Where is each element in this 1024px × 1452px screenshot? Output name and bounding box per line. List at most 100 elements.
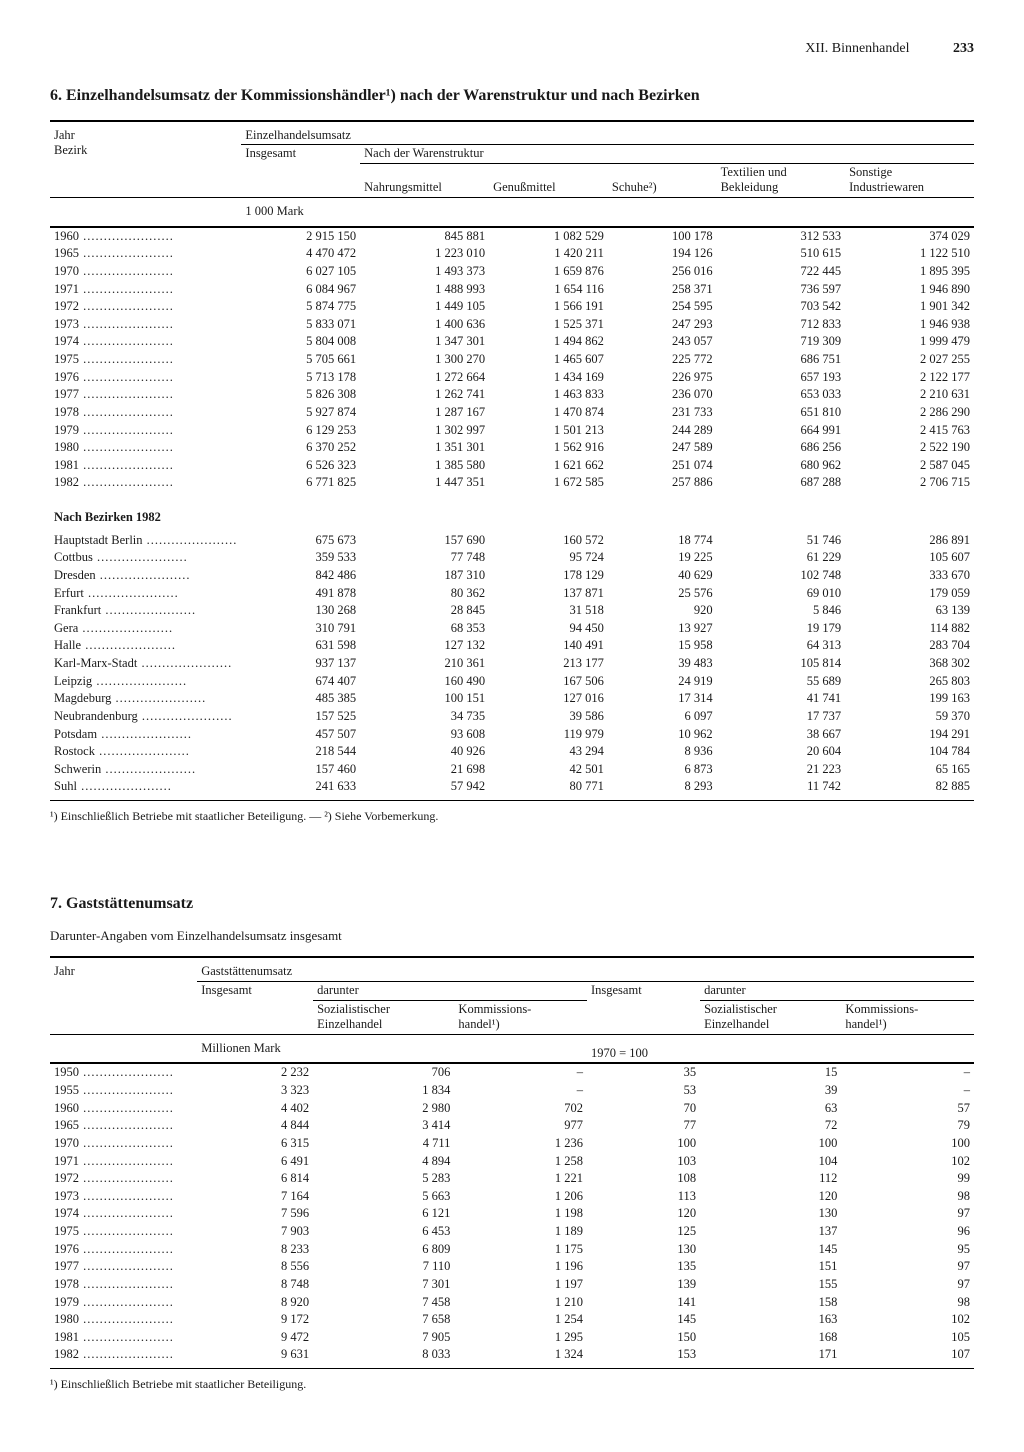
cell: 374 029 bbox=[845, 228, 974, 246]
cell: 5 283 bbox=[313, 1170, 454, 1188]
cell: 7 164 bbox=[197, 1188, 313, 1206]
cell: 51 746 bbox=[717, 532, 845, 550]
cell: 20 604 bbox=[717, 743, 845, 761]
row-label: 1960 bbox=[50, 228, 241, 246]
table-row: 19796 129 2531 302 9971 501 213244 28966… bbox=[50, 422, 974, 440]
cell: 6 370 252 bbox=[241, 439, 360, 457]
table-row: Gera310 79168 35394 45013 92719 179114 8… bbox=[50, 620, 974, 638]
cell: 155 bbox=[700, 1276, 841, 1294]
table-row: Magdeburg485 385100 151127 01617 31441 7… bbox=[50, 690, 974, 708]
cell: 15 958 bbox=[608, 637, 717, 655]
cell: 40 629 bbox=[608, 567, 717, 585]
cell: 19 225 bbox=[608, 549, 717, 567]
cell: 168 bbox=[700, 1329, 841, 1347]
row-label: 1976 bbox=[50, 1241, 197, 1259]
row-label: 1965 bbox=[50, 245, 241, 263]
cell: 3 323 bbox=[197, 1082, 313, 1100]
t7-col-komm-2: Kommissions- handel¹) bbox=[841, 1001, 974, 1034]
table-row: 19765 713 1781 272 6641 434 169226 97565… bbox=[50, 369, 974, 387]
cell: 97 bbox=[841, 1258, 974, 1276]
table-row: 19725 874 7751 449 1051 566 191254 59570… bbox=[50, 298, 974, 316]
row-label: 1977 bbox=[50, 1258, 197, 1276]
cell: 77 748 bbox=[360, 549, 489, 567]
cell: 24 919 bbox=[608, 673, 717, 691]
cell: 2 522 190 bbox=[845, 439, 974, 457]
table-row: Karl-Marx-Stadt937 137210 361213 17739 4… bbox=[50, 655, 974, 673]
t6-unit: 1 000 Mark bbox=[241, 198, 360, 226]
cell: 8 936 bbox=[608, 743, 717, 761]
cell: 98 bbox=[841, 1294, 974, 1312]
cell: 6 491 bbox=[197, 1153, 313, 1171]
table-row: 19502 232706–3515– bbox=[50, 1064, 974, 1082]
table-row: 19755 705 6611 300 2701 465 607225 77268… bbox=[50, 351, 974, 369]
t6-stub-header: Jahr Bezirk bbox=[50, 122, 241, 164]
row-label: Gera bbox=[50, 620, 241, 638]
row-label: Suhl bbox=[50, 778, 241, 796]
cell: 1 300 270 bbox=[360, 351, 489, 369]
row-label: 1982 bbox=[50, 474, 241, 492]
table-row: 19604 4022 980702706357 bbox=[50, 1100, 974, 1118]
cell: 1 302 997 bbox=[360, 422, 489, 440]
cell: 97 bbox=[841, 1205, 974, 1223]
cell: 231 733 bbox=[608, 404, 717, 422]
table-row: 19826 771 8251 447 3511 672 585257 88668… bbox=[50, 474, 974, 492]
cell: 1 621 662 bbox=[489, 457, 608, 475]
cell: 6 526 323 bbox=[241, 457, 360, 475]
cell: 157 460 bbox=[241, 761, 360, 779]
t6-col-genuss: Genußmittel bbox=[489, 164, 608, 197]
cell: 57 bbox=[841, 1100, 974, 1118]
cell: 108 bbox=[587, 1170, 700, 1188]
t7-unit-left: Millionen Mark bbox=[197, 1035, 313, 1063]
cell: 40 926 bbox=[360, 743, 489, 761]
cell: 675 673 bbox=[241, 532, 360, 550]
cell: 651 810 bbox=[717, 404, 845, 422]
row-label: 1981 bbox=[50, 457, 241, 475]
row-label: 1980 bbox=[50, 439, 241, 457]
cell: 312 533 bbox=[717, 228, 845, 246]
row-label: 1955 bbox=[50, 1082, 197, 1100]
cell: 1 324 bbox=[454, 1346, 587, 1364]
cell: 5 846 bbox=[717, 602, 845, 620]
cell: 77 bbox=[587, 1117, 700, 1135]
cell: 653 033 bbox=[717, 386, 845, 404]
cell: 1 434 169 bbox=[489, 369, 608, 387]
cell: 485 385 bbox=[241, 690, 360, 708]
cell: 664 991 bbox=[717, 422, 845, 440]
table6-title: 6. Einzelhandelsumsatz der Kommissionshä… bbox=[50, 86, 974, 106]
cell: 6 315 bbox=[197, 1135, 313, 1153]
cell: 19 179 bbox=[717, 620, 845, 638]
table-row: 19788 7487 3011 19713915597 bbox=[50, 1276, 974, 1294]
cell: 157 690 bbox=[360, 532, 489, 550]
row-label: 1960 bbox=[50, 1100, 197, 1118]
row-label: 1971 bbox=[50, 281, 241, 299]
cell: 657 193 bbox=[717, 369, 845, 387]
cell: 7 658 bbox=[313, 1311, 454, 1329]
cell: 68 353 bbox=[360, 620, 489, 638]
cell: 712 833 bbox=[717, 316, 845, 334]
row-label: 1977 bbox=[50, 386, 241, 404]
cell: 686 751 bbox=[717, 351, 845, 369]
table-row: 19778 5567 1101 19613515197 bbox=[50, 1258, 974, 1276]
t7-col-komm-1: Kommissions- handel¹) bbox=[454, 1001, 587, 1034]
cell: 153 bbox=[587, 1346, 700, 1364]
table-row: Erfurt491 87880 362137 87125 57669 01017… bbox=[50, 585, 974, 603]
table-row: Schwerin157 46021 69842 5016 87321 22365… bbox=[50, 761, 974, 779]
cell: 1 206 bbox=[454, 1188, 587, 1206]
cell: 120 bbox=[587, 1205, 700, 1223]
table-row: 19553 3231 834–5339– bbox=[50, 1082, 974, 1100]
cell: 18 774 bbox=[608, 532, 717, 550]
row-label: 1972 bbox=[50, 1170, 197, 1188]
cell: 4 711 bbox=[313, 1135, 454, 1153]
cell: 39 bbox=[700, 1082, 841, 1100]
row-label: Karl-Marx-Stadt bbox=[50, 655, 241, 673]
table-row: 19706 3154 7111 236100100100 bbox=[50, 1135, 974, 1153]
cell: 8 233 bbox=[197, 1241, 313, 1259]
cell: 1 198 bbox=[454, 1205, 587, 1223]
cell: 1 501 213 bbox=[489, 422, 608, 440]
cell: 244 289 bbox=[608, 422, 717, 440]
cell: 35 bbox=[587, 1064, 700, 1082]
cell: 104 bbox=[700, 1153, 841, 1171]
row-label: 1973 bbox=[50, 316, 241, 334]
row-label: 1950 bbox=[50, 1064, 197, 1082]
cell: 265 803 bbox=[845, 673, 974, 691]
